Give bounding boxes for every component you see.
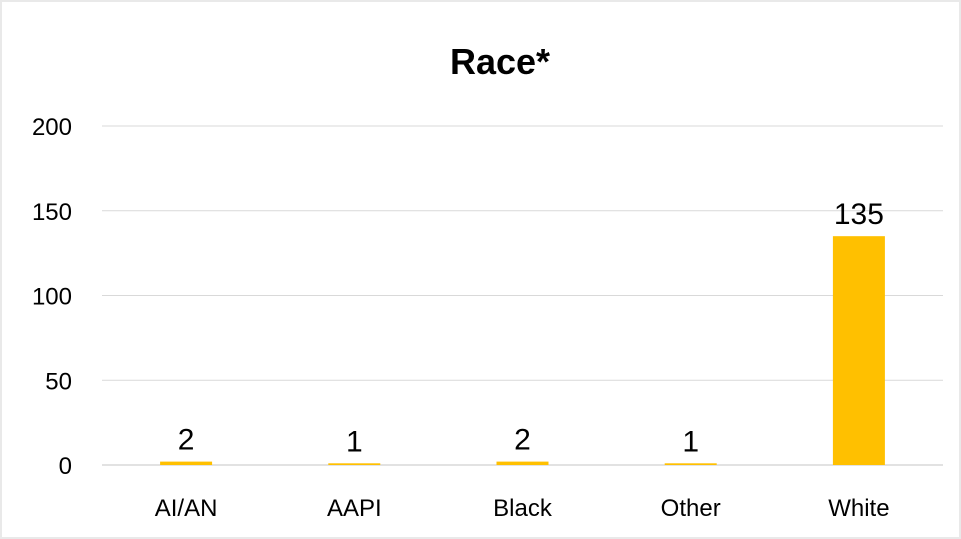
- bar-black: [496, 461, 549, 465]
- x-category-label: Black: [493, 495, 553, 522]
- chart-title: Race*: [450, 41, 550, 82]
- y-tick-label: 0: [59, 453, 72, 480]
- x-category-label: AI/AN: [155, 495, 218, 522]
- bar-ai-an: [160, 461, 213, 465]
- bar-aapi: [328, 463, 381, 465]
- y-tick-label: 200: [32, 114, 72, 141]
- gridlines: [102, 125, 943, 466]
- y-tick-label: 150: [32, 199, 72, 226]
- data-label: 2: [178, 424, 195, 457]
- data-label: 135: [834, 198, 884, 231]
- x-category-label: White: [828, 495, 889, 522]
- bar-other: [664, 463, 717, 465]
- y-axis-ticks: 0 50 100 150 200: [32, 114, 72, 480]
- x-axis-categories: AI/AN AAPI Black Other White: [155, 495, 890, 522]
- data-label: 2: [514, 424, 531, 457]
- data-label: 1: [346, 425, 363, 458]
- y-tick-label: 50: [45, 368, 72, 395]
- bars: [160, 236, 885, 465]
- data-labels: 2 1 2 1 135: [178, 198, 884, 458]
- bar-white: [832, 236, 885, 465]
- x-category-label: Other: [661, 495, 721, 522]
- data-label: 1: [682, 425, 699, 458]
- x-category-label: AAPI: [327, 495, 382, 522]
- y-tick-label: 100: [32, 284, 72, 311]
